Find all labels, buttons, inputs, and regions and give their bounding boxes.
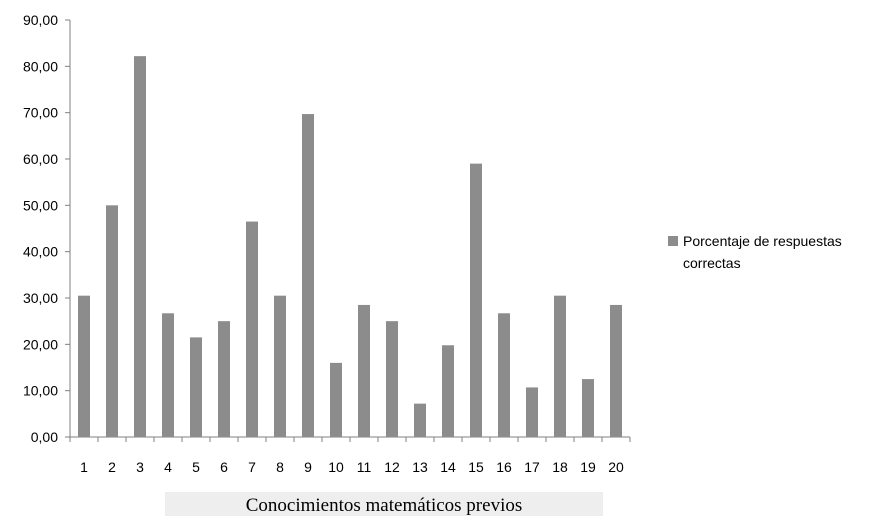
bar bbox=[246, 221, 258, 437]
bar bbox=[190, 337, 202, 437]
bar bbox=[134, 56, 146, 437]
legend-swatch bbox=[668, 236, 678, 246]
legend-label-line-2: correctas bbox=[683, 255, 741, 271]
bar bbox=[470, 163, 482, 437]
bar bbox=[386, 321, 398, 437]
y-tick-label: 70,00 bbox=[23, 105, 58, 121]
bar-series bbox=[78, 56, 622, 437]
bar bbox=[106, 205, 118, 437]
y-tick-label: 0,00 bbox=[31, 429, 58, 445]
bar bbox=[162, 313, 174, 437]
y-tick-label: 90,00 bbox=[23, 12, 58, 28]
x-tick-label: 9 bbox=[304, 459, 312, 475]
bar bbox=[526, 387, 538, 437]
y-tick-label: 10,00 bbox=[23, 383, 58, 399]
x-tick-label: 14 bbox=[440, 459, 456, 475]
x-tick-label: 5 bbox=[192, 459, 200, 475]
y-axis: 0,00 10,00 20,00 30,00 40,00 50,00 60,00 70,00 8… bbox=[23, 12, 71, 445]
x-tick-label: 17 bbox=[524, 459, 540, 475]
x-tick-label: 11 bbox=[357, 459, 372, 475]
bar bbox=[582, 379, 594, 437]
x-tick-label: 19 bbox=[580, 459, 596, 475]
x-tick-label: 13 bbox=[412, 459, 428, 475]
x-tick-label: 12 bbox=[384, 459, 400, 475]
x-axis-title: Conocimientos matemáticos previos bbox=[165, 492, 603, 516]
x-tick-label: 6 bbox=[220, 459, 228, 475]
y-tick-label: 50,00 bbox=[23, 197, 58, 213]
x-axis-title-text: Conocimientos matemáticos previos bbox=[246, 495, 523, 516]
x-tick-label: 4 bbox=[164, 459, 172, 475]
bar bbox=[358, 304, 370, 437]
x-axis: 1 2 3 4 5 6 7 8 9 10 11 12 13 14 15 16 17 18 19 20 bbox=[69, 436, 631, 475]
legend-label-line-1: Porcentaje de respuestas bbox=[683, 233, 842, 249]
x-tick-label: 18 bbox=[552, 459, 568, 475]
bar bbox=[330, 362, 342, 437]
x-tick-label: 20 bbox=[608, 459, 624, 475]
y-tick-label: 80,00 bbox=[23, 58, 58, 74]
x-tick-label: 7 bbox=[248, 459, 256, 475]
x-tick-label: 1 bbox=[80, 459, 88, 475]
bar bbox=[442, 345, 454, 437]
y-tick-label: 60,00 bbox=[23, 151, 58, 167]
x-axis-title-background bbox=[165, 492, 603, 516]
y-tick-label: 30,00 bbox=[23, 290, 58, 306]
bar bbox=[274, 295, 286, 437]
x-tick-label: 15 bbox=[468, 459, 484, 475]
x-tick-label: 16 bbox=[496, 459, 512, 475]
bar bbox=[302, 114, 314, 437]
bar bbox=[414, 403, 426, 437]
x-tick-label: 8 bbox=[276, 459, 284, 475]
bar bbox=[78, 295, 90, 437]
y-tick-label: 20,00 bbox=[23, 336, 58, 352]
x-tick-label: 3 bbox=[136, 459, 144, 475]
legend: Porcentaje de respuestas correctas bbox=[668, 233, 842, 271]
x-tick-label: 10 bbox=[328, 459, 344, 475]
bar bbox=[610, 304, 622, 437]
bar bbox=[498, 313, 510, 437]
bar bbox=[218, 321, 230, 437]
x-tick-label: 2 bbox=[108, 459, 116, 475]
bar bbox=[554, 295, 566, 437]
y-tick-label: 40,00 bbox=[23, 244, 58, 260]
